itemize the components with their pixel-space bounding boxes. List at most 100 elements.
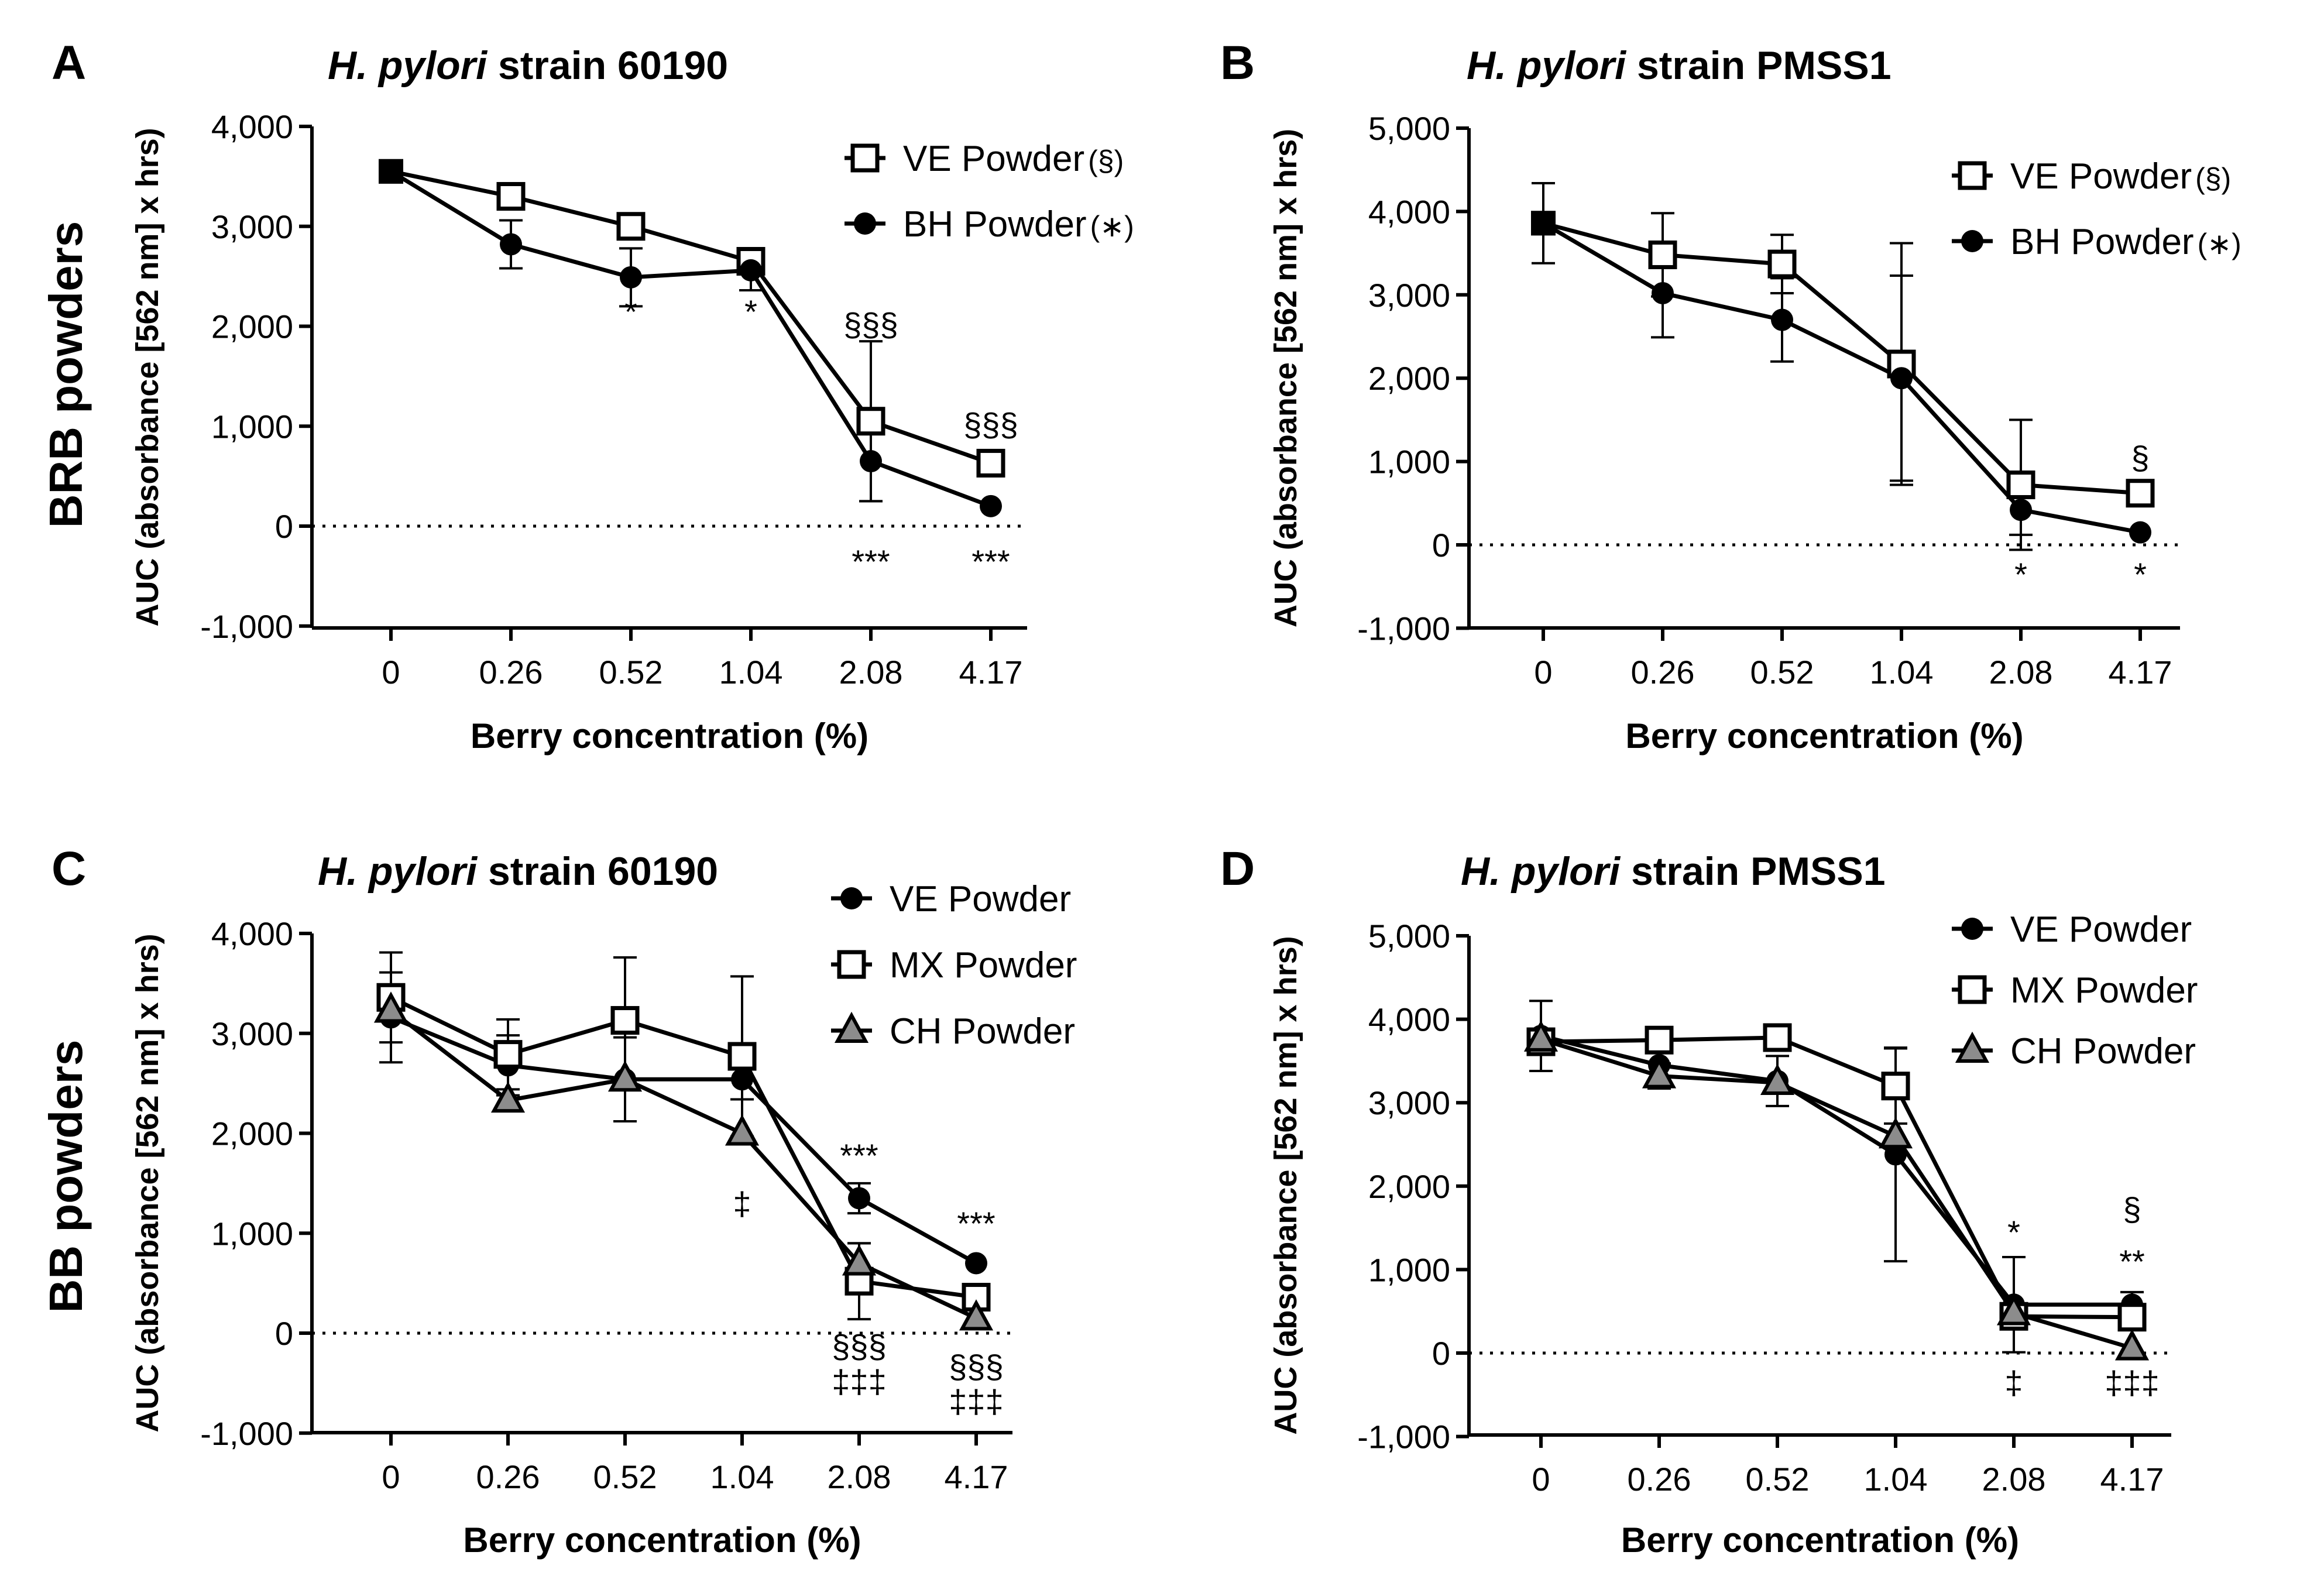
significance-mark: § [2131, 439, 2149, 476]
x-tick-label: 0.26 [1631, 654, 1695, 691]
data-point [610, 1006, 640, 1035]
significance-mark: ** [2119, 1243, 2145, 1280]
panel-letter: B [1220, 36, 1255, 90]
y-tick-label: 2,000 [1368, 360, 1450, 397]
x-tick-label: 0 [1534, 654, 1552, 691]
data-point [965, 1252, 987, 1275]
y-tick-label: 2,000 [211, 1115, 293, 1152]
legend-label: CH Powder [2010, 1031, 2196, 1072]
y-axis-title: AUC (absorbance [562 nm] x hrs) [130, 128, 165, 626]
significance-mark: *** [852, 543, 890, 580]
legend-marker [834, 1011, 869, 1043]
x-tick-label: 0 [1532, 1461, 1550, 1498]
x-tick-label: 0.52 [1746, 1461, 1810, 1498]
data-point [959, 1299, 994, 1331]
x-tick-label: 4.17 [945, 1458, 1008, 1495]
y-tick-label: 5,000 [1368, 110, 1450, 147]
data-point [1767, 249, 1797, 279]
legend-label: BH Powder (∗) [903, 204, 1134, 245]
markers-ve-powder [1531, 211, 2155, 508]
y-tick-label: 5,000 [1368, 918, 1450, 955]
data-point [740, 259, 762, 281]
series-bh-powder [390, 169, 992, 509]
panel-a: A H. pylori strain 60190 -1,000 0 1,000 2,000… [52, 36, 1134, 756]
data-point [1763, 1023, 1792, 1052]
series-line [390, 169, 992, 465]
data-point [1531, 211, 1556, 236]
data-point [1890, 367, 1913, 390]
legend-label: CH Powder [890, 1011, 1075, 1052]
panel-d: D H. pylori strain PMSS1 -1,000 0 1,000 2,000… [1220, 842, 2198, 1560]
x-tick-label: 1.04 [1864, 1461, 1928, 1498]
data-point [1648, 240, 1677, 269]
data-point [500, 233, 522, 256]
legend-name: VE Powder [2010, 909, 2192, 950]
significance-mark: * [744, 293, 757, 330]
series-line [390, 995, 977, 1299]
data-point [856, 407, 885, 436]
significance-mark: §§§ [949, 1348, 1003, 1385]
y-tick-label: 1,000 [211, 408, 293, 445]
data-point [1642, 1057, 1677, 1089]
y-tick-label: 4,000 [1368, 193, 1450, 230]
y-tick-label: 3,000 [1368, 1084, 1450, 1121]
chart-title-rest: strain 60190 [477, 849, 718, 894]
x-tick-label: 0.26 [479, 654, 543, 691]
series-line [390, 169, 992, 509]
legend-name: VE Powder [903, 139, 1084, 179]
x-tick-label: 1.04 [710, 1458, 774, 1495]
series-mx-powder [379, 951, 977, 1321]
y-tick-label: 1,000 [1368, 444, 1450, 480]
chart-title-rest: strain PMSS1 [1620, 849, 1886, 894]
series-ve-powder [379, 971, 977, 1265]
x-tick-label: 4.17 [2109, 654, 2172, 691]
legend-label: VE Powder (§) [903, 139, 1124, 179]
y-tick-label: 0 [1432, 1335, 1450, 1372]
data-point [980, 495, 1002, 517]
data-point [1884, 1143, 1907, 1166]
significance-mark: *** [840, 1137, 878, 1174]
series-mx-powder [1540, 1035, 2133, 1320]
legend-label: MX Powder [2010, 970, 2198, 1011]
series-line [1542, 221, 2141, 535]
markers-ch-powder [373, 991, 994, 1331]
row-title-bb: BB powders [40, 1040, 92, 1313]
x-tick-label: 2.08 [1982, 1461, 2046, 1498]
data-point [2129, 521, 2151, 544]
x-tick-label: 2.08 [839, 654, 903, 691]
series-ve-powder [390, 169, 992, 503]
x-axis-title: Berry concentration (%) [1621, 1520, 2019, 1560]
significance-mark: * [2134, 556, 2147, 593]
significance-mark: * [2007, 1214, 2020, 1251]
chart-title-rest: strain PMSS1 [1626, 43, 1892, 88]
data-point [2117, 1303, 2147, 1332]
legend-label: VE Powder [2010, 909, 2192, 950]
y-tick-label: 3,000 [211, 1015, 293, 1052]
panel-c: C H. pylori strain 60190 -1,000 0 1,000 2,000… [52, 842, 1077, 1560]
x-axis-title: Berry concentration (%) [463, 1520, 861, 1560]
series-line [390, 1015, 977, 1265]
y-tick-label: 0 [275, 1315, 293, 1352]
data-point [962, 1283, 991, 1312]
legend-name: BH Powder [2010, 222, 2194, 262]
legend-name: CH Powder [2010, 1031, 2196, 1072]
legend-name: VE Powder [2010, 156, 2192, 197]
chart-title-italic: H. pylori [1461, 849, 1621, 894]
panel-letter: A [52, 36, 86, 90]
data-point [727, 1042, 757, 1071]
legend-marker [1958, 161, 1987, 190]
chart-title: H. pylori strain PMSS1 [1461, 849, 1886, 894]
data-point [2126, 479, 2155, 508]
legend-suffix: (∗) [1090, 210, 1134, 243]
x-tick-label: 2.08 [828, 1458, 891, 1495]
series-line [1540, 1037, 2133, 1350]
y-tick-label: 4,000 [211, 915, 293, 952]
data-point [1760, 1063, 1795, 1095]
significance-mark: § [2123, 1190, 2141, 1227]
legend-name: MX Powder [890, 945, 1077, 986]
legend-name: MX Powder [2010, 970, 2198, 1011]
significance-mark: ‡ [733, 1185, 751, 1222]
data-point [842, 1244, 877, 1276]
x-tick-label: 0.52 [593, 1458, 657, 1495]
data-point [607, 1060, 643, 1092]
